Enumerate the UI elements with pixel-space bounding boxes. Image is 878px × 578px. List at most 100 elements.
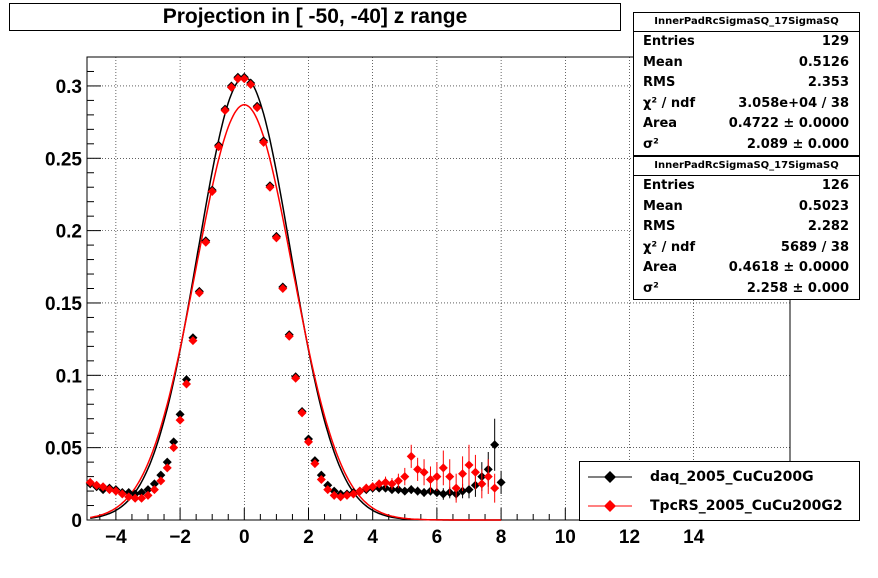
stats-row-area: Area 0.4722 ± 0.0000 [643,116,849,132]
stats-header: InnerPadRcSigmaSQ_17SigmaSQ [634,13,859,32]
data-point [98,482,108,492]
x-tick-label: 14 [683,527,705,548]
data-point [432,472,442,482]
data-point [156,470,166,480]
x-tick-label: 2 [303,527,314,548]
y-tick-label: 0.1 [56,366,83,387]
x-tick-label: −2 [169,527,191,548]
data-point [175,415,185,425]
data-point [124,492,134,502]
y-tick-label: 0.15 [45,294,82,315]
data-point [310,459,320,469]
data-point [137,493,147,503]
stats-row-chi2: χ² / ndf 5689 / 38 [643,239,849,255]
data-point [406,451,416,461]
data-point [104,485,114,495]
data-point [201,237,211,247]
data-point [284,331,294,341]
data-point [477,479,487,489]
stats-header: InnerPadRcSigmaSQ_17SigmaSQ [634,157,859,176]
data-point [137,488,147,498]
legend-entry-tpcrs: TpcRS_2005_CuCu200G2 [580,493,859,519]
data-point [85,477,95,487]
stats-box-tpcrs: InnerPadRcSigmaSQ_17SigmaSQ Entries 126 M… [633,156,860,300]
series-tpcrs [85,74,500,503]
data-point [342,490,352,500]
data-point [220,106,230,116]
data-point [303,437,313,447]
stats-row-mean: Mean 0.5023 [643,198,849,214]
data-point [226,82,236,92]
data-point [252,103,262,113]
data-point [483,472,493,482]
data-point [111,486,121,496]
x-tick-label: 4 [367,527,378,548]
data-point [438,489,448,499]
data-point [194,288,204,298]
x-tick-label: 10 [555,527,576,548]
data-point [233,74,243,84]
axes: −4 −2 0 2 4 6 8 10 12 14 0 0.05 0.1 0.15 0.2 0.25 0.3 [45,70,791,548]
data-point [432,488,442,498]
x-tick-label: −4 [105,527,127,548]
stats-row-sigma2: σ² 2.258 ± 0.000 [643,280,849,296]
data-point [368,482,378,492]
data-point [162,457,172,467]
data-points [85,72,506,503]
legend-marker-tpcrs [580,493,638,519]
y-tick-label: 0.2 [56,222,82,243]
chart-title-box: Projection in [ -50, -40] z range [9,3,621,31]
data-point [278,284,288,293]
data-point [239,74,249,84]
legend-label-tpcrs: TpcRS_2005_CuCu200G2 [650,498,843,514]
data-point [425,474,435,484]
data-point [316,474,326,484]
data-point [381,477,391,487]
data-point [393,476,403,486]
data-point [149,479,159,489]
y-tick-label: 0.25 [45,149,82,170]
data-point [496,477,506,487]
data-point [355,486,365,496]
stats-row-chi2: χ² / ndf 3.058e+04 / 38 [643,95,849,111]
data-point [387,479,397,489]
data-point [490,483,500,493]
data-point [297,408,307,418]
data-point [438,463,448,473]
data-point [291,373,301,383]
data-point [490,440,500,450]
legend-label-daq: daq_2005_CuCu200G [650,469,814,485]
x-tick-label: 0 [239,527,250,548]
x-tick-label: 6 [432,527,443,548]
data-point [92,480,102,490]
data-point [246,79,256,89]
data-point [400,472,410,482]
legend-marker-daq [580,464,638,490]
data-point [413,464,423,474]
data-point [393,485,403,495]
stats-row-entries: Entries 129 [643,34,849,49]
stats-box-daq: InnerPadRcSigmaSQ_17SigmaSQ Entries 129 M… [633,12,860,156]
x-tick-label: 8 [496,527,507,548]
data-point [374,479,384,489]
data-point [413,486,423,496]
data-point [259,137,269,147]
fit-curve [90,103,502,521]
data-point [458,469,468,479]
stats-row-rms: RMS 2.282 [643,219,849,235]
data-point [175,409,185,419]
data-point [451,483,461,493]
data-point [143,485,153,495]
legend: daq_2005_CuCu200G TpcRS_2005_CuCu200G2 [579,461,860,521]
chart-title: Projection in [ -50, -40] z range [162,5,468,28]
data-point [445,472,455,482]
fit-curves [90,76,502,521]
data-point [156,476,166,486]
data-point [214,142,224,152]
stats-row-sigma2: σ² 2.089 ± 0.000 [643,136,849,152]
x-tick-label: 12 [619,527,640,548]
stats-row-mean: Mean 0.5126 [643,54,849,70]
data-point [149,485,159,495]
data-point [265,182,275,192]
data-point [169,437,179,447]
